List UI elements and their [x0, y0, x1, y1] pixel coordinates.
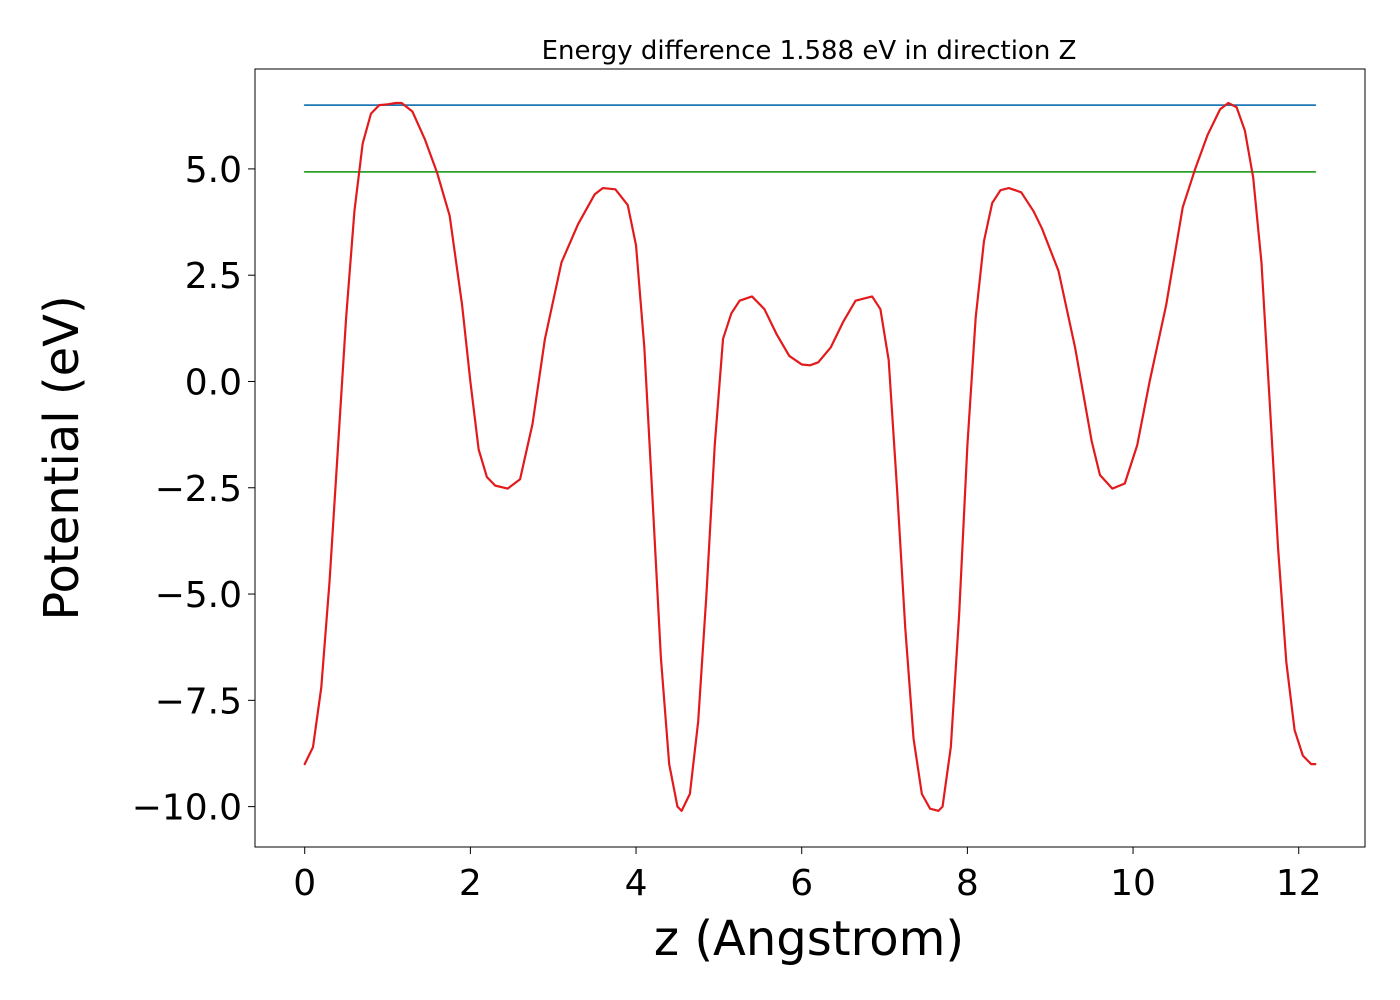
x-tick-label: 10: [1110, 863, 1156, 904]
y-tick-label: −2.5: [155, 469, 242, 510]
x-tick-label: 8: [956, 863, 979, 904]
y-tick-label: 5.0: [185, 150, 242, 191]
y-tick-label: −5.0: [155, 575, 242, 616]
x-tick-label: 0: [293, 863, 316, 904]
x-tick-label: 6: [790, 863, 813, 904]
y-axis-label: Potential (eV): [34, 295, 90, 620]
x-axis-label: z (Angstrom): [654, 911, 964, 967]
plot-area: [303, 101, 1317, 812]
x-tick-label: 2: [459, 863, 482, 904]
x-tick-label: 4: [625, 863, 648, 904]
y-tick-label: 2.5: [185, 256, 242, 297]
x-axis: 0 2 4 6 8 10 12: [293, 847, 1322, 904]
plot-frame: [254, 68, 1366, 848]
series-line-3: [303, 101, 1317, 812]
y-tick-label: −10.0: [132, 788, 242, 829]
y-axis: 5.0 2.5 0.0 −2.5 −5.0 −7.5 −10.0: [132, 150, 255, 829]
x-tick-label: 12: [1276, 863, 1322, 904]
chart-title: Energy difference 1.588 eV in direction …: [542, 36, 1077, 66]
y-tick-label: 0.0: [185, 362, 242, 403]
y-tick-label: −7.5: [155, 681, 242, 722]
